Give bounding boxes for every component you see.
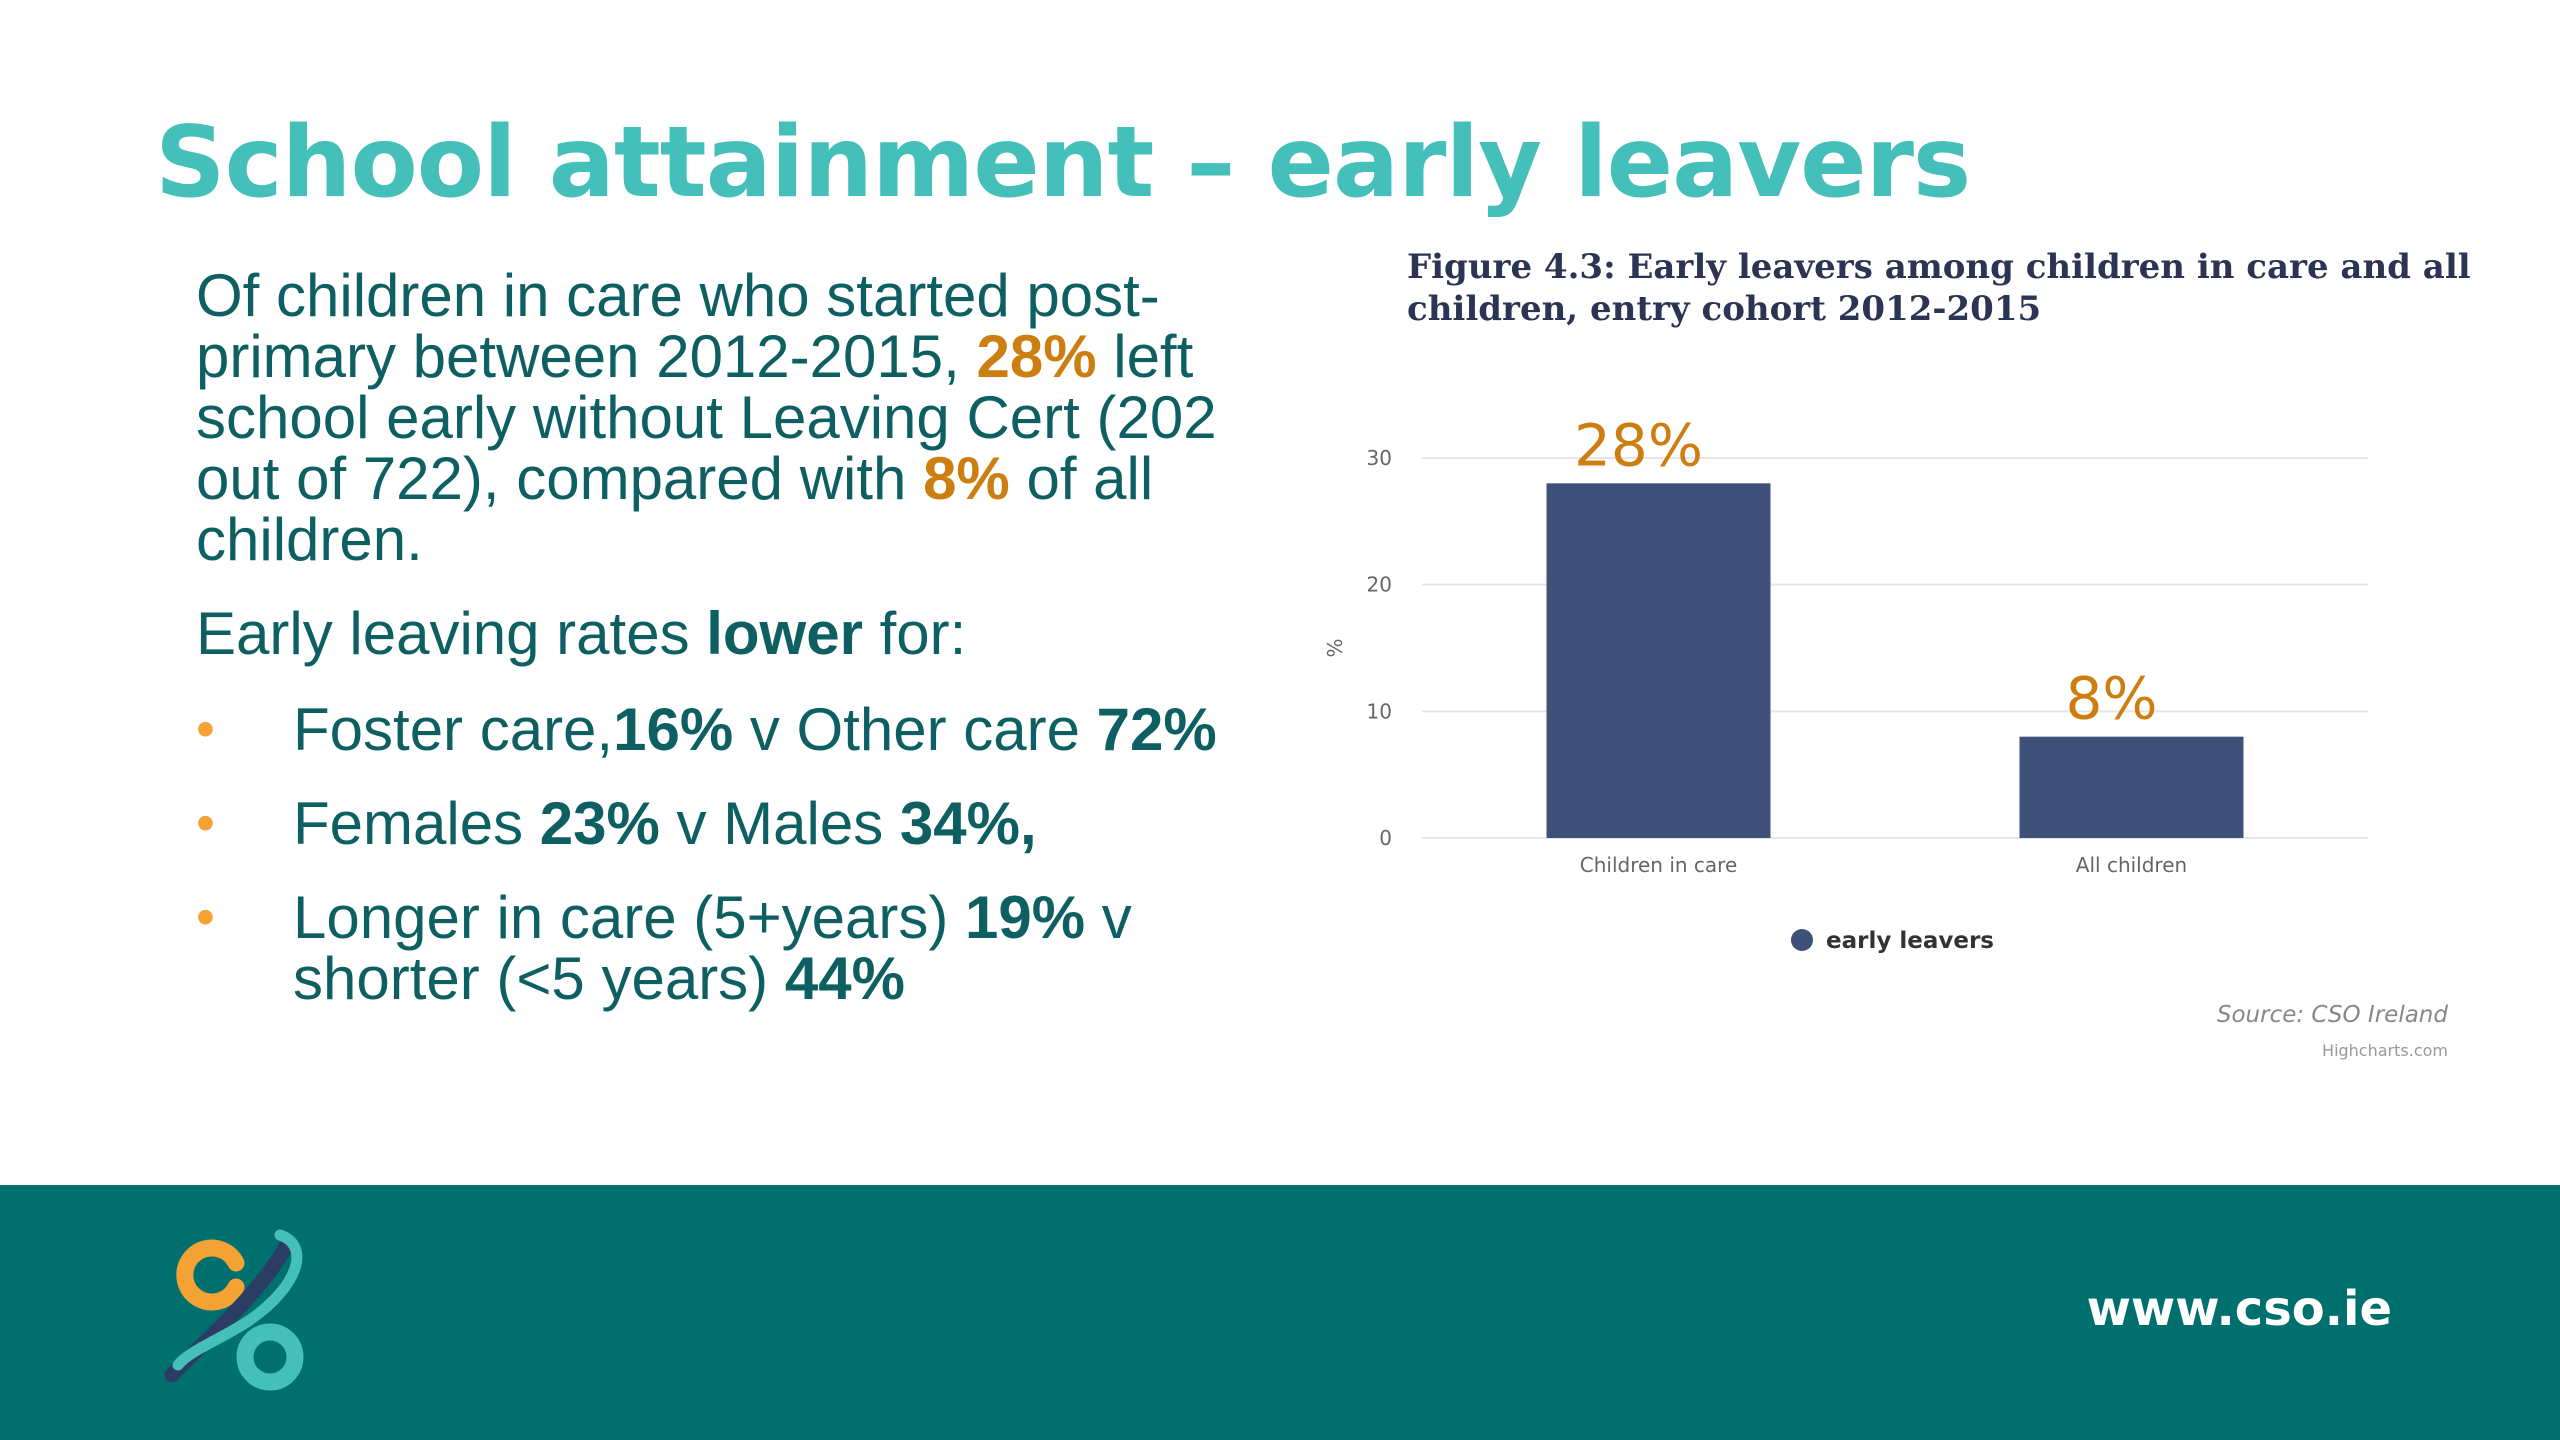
bullet-value: 34%, <box>899 790 1037 857</box>
footer-bar: www.cso.ie <box>0 1185 2560 1440</box>
bullet-value: 44% <box>784 945 905 1012</box>
chart-title: Figure 4.3: Early leavers among children… <box>1407 247 2471 329</box>
summary-part: of all children. <box>196 445 1154 573</box>
y-tick-label: 10 <box>1367 699 1392 723</box>
lower-rates-emphasis: lower <box>706 600 863 667</box>
bullet-text: Longer in care (5+years) <box>293 884 966 951</box>
x-tick-label: Children in care <box>1580 853 1738 877</box>
bar-chart: Figure 4.3: Early leavers among children… <box>1323 247 2471 1060</box>
x-tick-label: All children <box>2076 853 2187 877</box>
y-tick-label: 20 <box>1367 573 1392 597</box>
paragraph-lower-rates: Early leaving rates lower for: <box>196 603 1296 664</box>
data-label: 28% <box>1574 411 1703 479</box>
bullet-value: 72% <box>1096 696 1217 763</box>
legend-marker <box>1791 929 1813 951</box>
chart-container: Figure 4.3: Early leavers among children… <box>1300 240 2480 1100</box>
legend-label: early leavers <box>1826 928 1994 954</box>
bullet-item: • Foster care,16% v Other care 72% <box>196 699 1296 760</box>
bullet-dot-icon: • <box>196 699 215 759</box>
body-text: Of children in care who started post-pri… <box>196 265 1296 1042</box>
data-label: 8% <box>2065 665 2157 733</box>
bullet-list: • Foster care,16% v Other care 72% • Femal… <box>196 699 1296 1009</box>
bar-children-in-care <box>1546 483 1771 838</box>
y-tick-label: 0 <box>1379 826 1392 850</box>
bullet-dot-icon: • <box>196 887 215 947</box>
bullet-text: v shorter (<5 years) <box>293 884 1132 1012</box>
y-tick-label: 30 <box>1367 446 1392 470</box>
bullet-text: v Other care <box>733 696 1097 763</box>
summary-highlight: 8% <box>923 445 1010 512</box>
bullet-dot-icon: • <box>196 793 215 853</box>
paragraph-summary: Of children in care who started post-pri… <box>196 265 1296 570</box>
chart-credits: Highcharts.com <box>2322 1041 2448 1060</box>
lower-rates-part: for: <box>862 600 967 667</box>
bullet-item: • Longer in care (5+years) 19% v shorter… <box>196 887 1296 1009</box>
cso-logo-icon <box>164 1229 304 1391</box>
website-url[interactable]: www.cso.ie <box>2086 1281 2392 1337</box>
lower-rates-part: Early leaving rates <box>196 600 707 667</box>
bar-all-children <box>2019 736 2244 838</box>
summary-part: Of children in care who started post-pri… <box>196 262 1160 390</box>
bullet-text: Females <box>293 790 540 857</box>
summary-part: left school early without Leaving Cert (… <box>196 323 1217 512</box>
chart-source: Source: CSO Ireland <box>2217 1002 2449 1028</box>
summary-highlight: 28% <box>976 323 1097 390</box>
slide-title: School attainment – early leavers <box>155 106 1971 220</box>
bullet-value: 16% <box>613 696 734 763</box>
bullet-text: Foster care, <box>293 696 614 763</box>
bullet-value: 23% <box>539 790 660 857</box>
bullet-item: • Females 23% v Males 34%, <box>196 793 1296 854</box>
bullet-text: v Males <box>659 790 900 857</box>
y-axis-label: % <box>1323 638 1347 657</box>
bullet-value: 19% <box>965 884 1086 951</box>
